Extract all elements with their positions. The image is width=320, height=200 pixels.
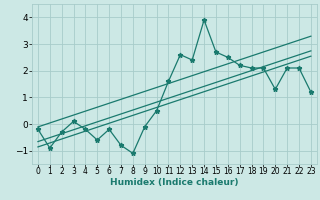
X-axis label: Humidex (Indice chaleur): Humidex (Indice chaleur)	[110, 178, 239, 187]
